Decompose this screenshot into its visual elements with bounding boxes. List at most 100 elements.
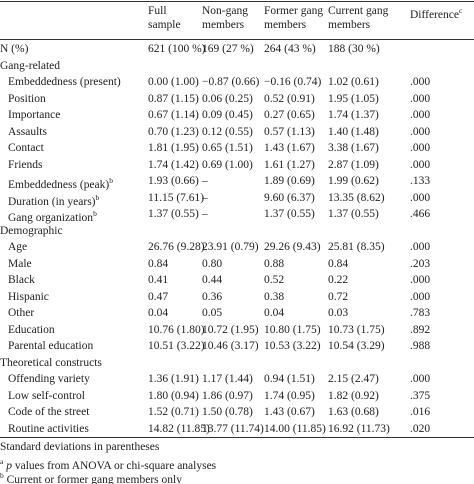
table-cell: .000 xyxy=(410,125,431,138)
top-rule xyxy=(0,1,474,2)
footnote-mark: b xyxy=(95,192,100,202)
table-cell: 0.06 (0.25) xyxy=(202,92,253,105)
row-label-text: N (%) xyxy=(0,43,29,55)
table-cell: 0.41 xyxy=(148,274,169,286)
footnote-mark: b xyxy=(93,209,97,218)
row-label: Importance xyxy=(8,107,60,124)
table-cell: 10.73 (1.75) xyxy=(328,323,385,336)
table-cell: 0.47 xyxy=(148,290,169,303)
header-text: Difference xyxy=(410,8,459,21)
footnote: Standard deviations in parentheses xyxy=(0,440,159,454)
table-cell: 0.22 xyxy=(328,274,349,286)
header-rule xyxy=(0,39,474,40)
table-cell: 1.37 (0.55) xyxy=(148,208,199,220)
row-label-text: Gang organization xyxy=(8,211,94,224)
table-cell: .000 xyxy=(410,76,431,88)
footnote-mark: b xyxy=(109,176,113,185)
table-cell: 0.05 xyxy=(202,307,223,319)
row-label-text: Age xyxy=(8,241,28,253)
table-cell: .000 xyxy=(410,191,431,204)
row-label-text: Importance xyxy=(8,109,61,121)
row-label-text: Friends xyxy=(8,158,43,171)
row-label: Duration (in years)b xyxy=(8,190,99,210)
footnote-text: Standard deviations in parentheses xyxy=(0,441,160,453)
table-cell: 0.72 xyxy=(328,290,349,303)
table-cell: – xyxy=(202,175,208,187)
table-cell: 0.70 (1.23) xyxy=(148,125,199,138)
row-label-text: Code of the street xyxy=(8,406,90,418)
table-cell: 25.81 (8.35) xyxy=(328,241,385,253)
table-cell: 0.94 (1.51) xyxy=(264,373,315,385)
row-label-text: Male xyxy=(8,257,32,270)
section-label: Theoretical constructs xyxy=(0,356,102,369)
row-label: Code of the street xyxy=(8,404,89,421)
table-cell: .892 xyxy=(410,323,431,336)
row-label: Parental education xyxy=(8,338,93,355)
row-label-text: Embeddedness (peak) xyxy=(8,178,110,191)
row-label: Routine activities xyxy=(8,421,89,438)
row-label: Embeddedness (present) xyxy=(8,74,121,91)
footnote-italic: p xyxy=(6,459,12,472)
table-cell: 0.65 (1.51) xyxy=(202,142,253,154)
table-cell: 0.84 xyxy=(328,257,349,270)
table-cell: .466 xyxy=(410,208,431,220)
table-cell: 10.72 (1.95) xyxy=(202,323,259,336)
table-cell: 0.69 (1.00) xyxy=(202,158,253,171)
table-cell: 11.15 (7.61) xyxy=(148,191,205,204)
table-cell: 0.04 xyxy=(264,307,285,319)
row-label: Gang organizationb xyxy=(8,206,97,226)
table-cell: 1.50 (0.78) xyxy=(202,406,253,418)
table-cell: 1.40 (1.48) xyxy=(328,125,379,138)
row-label-text: Parental education xyxy=(8,340,94,352)
table-cell: 188 (30 %) xyxy=(328,43,380,55)
table-cell: .000 xyxy=(410,142,431,154)
table-cell: 0.84 xyxy=(148,257,169,270)
table-cell: 1.82 (0.92) xyxy=(328,389,379,402)
table-cell: 1.89 (0.69) xyxy=(264,175,315,187)
table-cell: 1.74 (1.37) xyxy=(328,109,379,121)
row-label-text: Other xyxy=(8,307,35,319)
footnote-mark: a xyxy=(0,456,4,466)
table-cell: 14.00 (11.85) xyxy=(264,422,326,435)
table-cell: 3.38 (1.67) xyxy=(328,142,379,154)
table-cell: .000 xyxy=(410,274,431,286)
row-label-text: Routine activities xyxy=(8,422,89,435)
table-cell: 1.02 (0.61) xyxy=(328,76,379,88)
row-label: Embeddedness (peak)b xyxy=(8,173,113,193)
row-label-text: Black xyxy=(8,274,35,286)
table-cell: 1.80 (0.94) xyxy=(148,389,199,402)
section-label: Demographic xyxy=(0,224,63,237)
difference-header: Differencec xyxy=(410,4,462,22)
table-cell: 0.03 xyxy=(328,307,349,319)
table-cell: 26.76 (9.28) xyxy=(148,241,205,253)
table-cell: 1.63 (0.68) xyxy=(328,406,379,418)
section-label: Gang-related xyxy=(0,59,61,72)
row-label-text: Embeddedness (present) xyxy=(8,76,121,88)
table-cell: .000 xyxy=(410,241,431,253)
table-cell: 0.44 xyxy=(202,274,223,286)
row-label-text: Education xyxy=(8,323,55,336)
row-label: Education xyxy=(8,322,55,339)
table-cell: 1.95 (1.05) xyxy=(328,92,379,105)
table-cell: 0.67 (1.14) xyxy=(148,109,199,121)
table-cell: 23.91 (0.79) xyxy=(202,241,259,253)
table-cell: 29.26 (9.43) xyxy=(264,241,321,253)
table-cell: .988 xyxy=(410,340,431,352)
row-label: Contact xyxy=(8,140,44,157)
footnote: a p values from ANOVA or chi-square anal… xyxy=(0,455,216,473)
row-label: Black xyxy=(8,272,35,289)
table-cell: 1.43 (0.67) xyxy=(264,406,315,418)
table-cell: – xyxy=(202,208,208,220)
table-cell: 621 (100 %) xyxy=(148,43,206,55)
row-label-text: Position xyxy=(8,92,46,105)
row-label: Offending variety xyxy=(8,371,90,388)
row-label-text: Offending variety xyxy=(8,373,90,385)
footnote-mark: b xyxy=(0,471,4,480)
row-label-text: Low self-control xyxy=(8,389,85,402)
table-cell: 10.80 (1.75) xyxy=(264,323,321,336)
column-header: Former gang members xyxy=(264,5,324,31)
table-cell: 16.92 (11.73) xyxy=(328,422,390,435)
table-cell: 1.81 (1.95) xyxy=(148,142,199,154)
table-cell: 1.93 (0.66) xyxy=(148,175,199,187)
